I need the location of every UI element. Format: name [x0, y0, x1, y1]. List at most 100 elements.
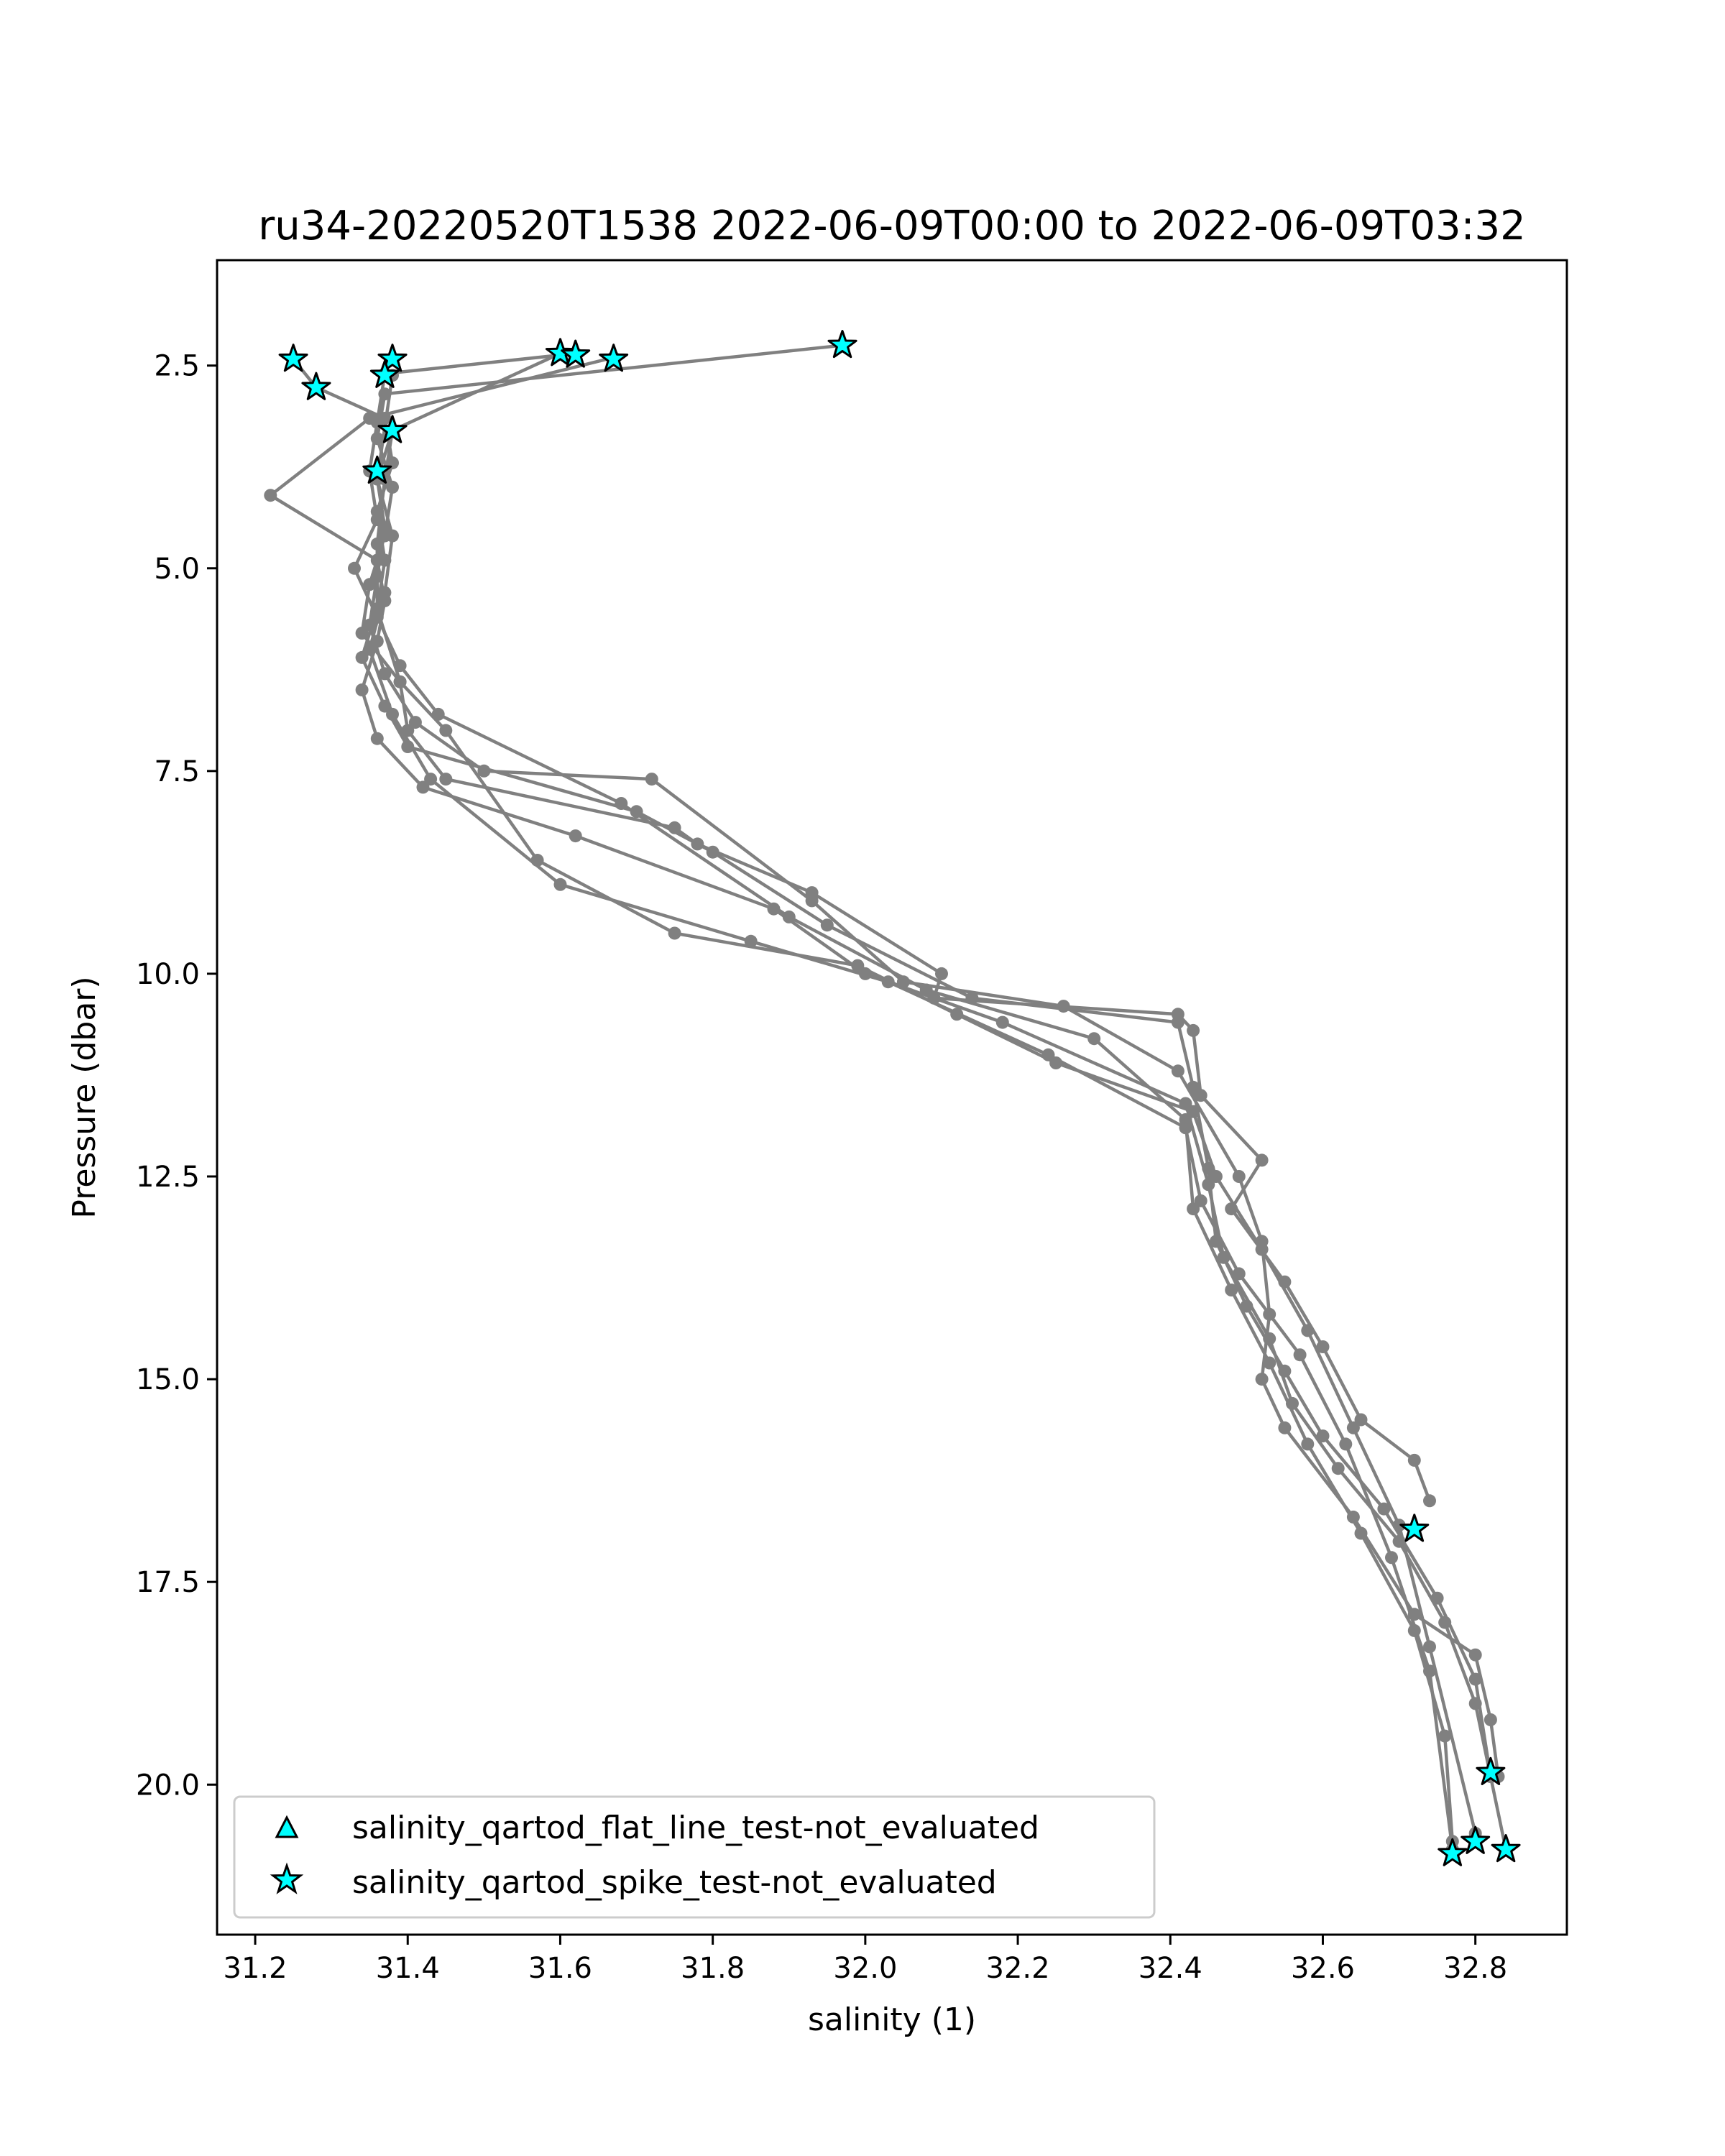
profile-point	[805, 894, 819, 908]
flag-markers	[278, 330, 1521, 1866]
profile-point	[1187, 1080, 1200, 1094]
y-axis: 2.5 5.0 7.5 10.0 12.5 15.0 17.5 20.0	[136, 350, 217, 1802]
profile-point	[530, 854, 544, 867]
profile-point	[1187, 1202, 1200, 1216]
profile-point	[1225, 1284, 1238, 1296]
profile-point	[919, 983, 933, 997]
x-tick-label: 31.2	[224, 1952, 288, 1985]
profile-point	[1087, 1032, 1101, 1046]
profile-point	[820, 918, 834, 932]
profile-point	[668, 926, 681, 940]
profile-point	[1255, 1153, 1269, 1167]
legend-label-flat-line: salinity_qartod_flat_line_test-not_evalu…	[352, 1810, 1039, 1846]
x-axis: 31.2 31.4 31.6 31.8 32.0 32.2 32.4 32.6 32.8	[224, 1935, 1507, 1985]
y-tick-label: 12.5	[136, 1161, 200, 1194]
legend-box	[233, 1795, 1156, 1919]
profile-point	[1232, 1170, 1246, 1183]
spike-flag-star	[377, 415, 408, 443]
profile-point	[1209, 1170, 1223, 1183]
profile-point	[408, 716, 422, 729]
profile-point	[1217, 1250, 1230, 1264]
profile-point	[264, 489, 277, 502]
profile-point	[1468, 1648, 1482, 1662]
profile-point	[1049, 1056, 1063, 1069]
spike-flag-star	[1491, 1834, 1521, 1863]
x-tick-label: 32.8	[1443, 1952, 1507, 1985]
x-tick-label: 32.2	[986, 1952, 1050, 1985]
profile-point	[1171, 1064, 1184, 1078]
profile-line	[352, 351, 1455, 1842]
profile-point	[1385, 1551, 1398, 1565]
x-tick-label: 32.4	[1138, 1952, 1202, 1985]
spike-flag-star	[827, 330, 857, 359]
x-tick-label: 32.0	[833, 1952, 897, 1985]
profile-point	[1438, 1729, 1452, 1743]
y-tick-label: 15.0	[136, 1363, 200, 1396]
profile-point	[950, 1008, 964, 1021]
profile-point	[1316, 1429, 1330, 1443]
x-tick-label: 31.6	[528, 1952, 592, 1985]
profile-point	[1468, 1697, 1482, 1710]
profile-point	[1255, 1243, 1269, 1256]
profile-point	[1171, 1015, 1184, 1029]
profile-point	[1316, 1340, 1330, 1353]
profile-point	[1232, 1267, 1246, 1281]
profile-point	[1392, 1519, 1406, 1532]
x-tick-label: 31.4	[376, 1952, 440, 1985]
profile-point	[348, 561, 361, 575]
spike-flag-star	[1476, 1756, 1506, 1785]
profile-point	[363, 642, 377, 656]
profile-point	[1202, 1178, 1215, 1192]
profile-point	[1339, 1437, 1353, 1451]
y-tick-label: 10.0	[136, 958, 200, 991]
profile-point	[363, 578, 377, 591]
profile-point	[1194, 1089, 1208, 1102]
y-axis-label: Pressure (dbar)	[66, 976, 103, 1218]
profile-point	[355, 627, 369, 640]
profile-point	[370, 602, 384, 616]
profile-point	[1346, 1421, 1360, 1434]
y-tick-label: 17.5	[136, 1566, 200, 1599]
y-tick-label: 7.5	[154, 755, 200, 788]
chart-title: ru34-20220520T1538 2022-06-09T00:00 to 2…	[258, 203, 1525, 249]
profile-point	[355, 683, 369, 696]
profile-point	[935, 967, 948, 980]
legend-triangle-marker	[275, 1815, 299, 1838]
spike-flag-star	[561, 339, 591, 368]
spike-flag-star	[545, 338, 575, 367]
profile-point	[1278, 1421, 1292, 1434]
profile-point	[355, 650, 369, 664]
profile-point	[370, 537, 384, 550]
profile-point	[615, 797, 628, 810]
y-tick-label: 20.0	[136, 1769, 200, 1802]
profile-point	[1484, 1713, 1497, 1726]
profile-point	[995, 1015, 1009, 1029]
profile-point	[1438, 1616, 1452, 1629]
profile-point	[1187, 1023, 1200, 1037]
profile-point	[1407, 1453, 1421, 1467]
profile-point	[1301, 1324, 1315, 1337]
profile-point	[439, 773, 453, 786]
profile-point	[370, 732, 384, 745]
profile-point	[1331, 1462, 1345, 1475]
profile-point	[553, 877, 567, 891]
spike-flag-star	[362, 455, 392, 484]
profile-point	[1263, 1332, 1276, 1345]
profile-point	[439, 724, 453, 737]
profile-point	[1354, 1526, 1368, 1540]
profile-point	[1255, 1373, 1269, 1386]
spike-flag-star	[278, 344, 308, 372]
profile-point	[386, 529, 399, 543]
profile-point	[386, 480, 399, 494]
profile-point	[378, 586, 392, 599]
x-tick-label: 32.6	[1291, 1952, 1355, 1985]
profile-point	[1354, 1413, 1368, 1427]
profile-point	[569, 829, 582, 843]
x-tick-label: 31.8	[681, 1952, 745, 1985]
profile-point	[386, 707, 399, 721]
x-axis-label: salinity (1)	[808, 2001, 976, 2038]
profile-point	[1187, 1105, 1200, 1118]
profile-point	[1293, 1348, 1307, 1362]
profile-point	[1377, 1502, 1391, 1516]
